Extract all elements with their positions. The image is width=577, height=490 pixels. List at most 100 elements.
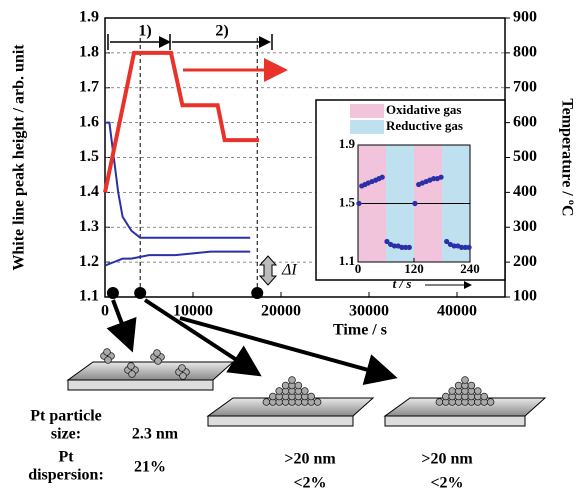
main-chart: 1.1 1.2 1.3 1.4 1.5 1.6 1.7 1.8 1.9 100 200 300 400 5…: [11, 9, 576, 339]
dispersion-label: Pt: [58, 449, 74, 466]
support-side: [384, 415, 526, 427]
pt-atom: [288, 376, 296, 384]
pt-atom: [467, 381, 476, 390]
pt-atom: [454, 381, 463, 390]
y2-tick-label: 200: [513, 253, 537, 270]
y-tick-label: 1.1: [79, 288, 99, 305]
inset-point: [403, 244, 409, 250]
size-label: Pt particle: [30, 408, 102, 425]
pt-atom: [294, 381, 303, 390]
y2-axis-label: Temperature / ºC: [558, 98, 575, 216]
pt-atom: [300, 387, 309, 395]
legend-swatch: [350, 104, 384, 118]
y-tick-label: 1.8: [79, 44, 99, 61]
pt-atom: [103, 348, 111, 356]
x-tick-label: 20000: [261, 303, 301, 320]
state-arrow: [179, 316, 398, 386]
size-label: size:: [51, 426, 81, 443]
y-tick-label: 1.9: [79, 9, 99, 26]
legend-label: Reductive gas: [386, 118, 463, 133]
pt-atom: [473, 387, 482, 395]
inset-x-tick-label: 0: [355, 261, 362, 276]
series-line: [103, 50, 259, 193]
pt-atom: [461, 376, 469, 384]
pt-atom: [104, 356, 112, 364]
y-tick-label: 1.3: [79, 218, 99, 235]
delta-arrow: [258, 255, 278, 286]
phase-label: 2): [215, 23, 228, 40]
event-dot: [134, 287, 147, 299]
y-tick-label: 1.7: [79, 78, 99, 95]
inset-point: [384, 238, 390, 245]
x-tick-label: 0: [101, 303, 109, 320]
series-line: [105, 121, 251, 239]
inset-point: [462, 244, 468, 250]
pt-atom: [275, 387, 284, 395]
support-side: [207, 415, 354, 427]
y-tick-label: 1.5: [79, 148, 99, 165]
dispersion: <2%: [430, 475, 463, 490]
inset-x-tick-label: 120: [404, 261, 424, 276]
delta-label: ΔI: [281, 262, 297, 279]
y2-tick-label: 300: [513, 218, 537, 235]
inset-y-tick-label: 1.9: [339, 136, 356, 151]
pt-atom: [179, 372, 187, 380]
y2-tick-label: 800: [513, 44, 537, 61]
particle-size: >20 nm: [421, 451, 473, 468]
state-arrow: [143, 298, 262, 377]
pt-atom: [262, 398, 271, 406]
pt-atom: [127, 362, 135, 370]
pt-atom: [268, 392, 277, 401]
dispersion: 21%: [134, 459, 166, 476]
y-tick-label: 1.4: [79, 183, 99, 200]
pt-atom: [313, 398, 322, 406]
inset-x-label: t / s: [393, 276, 412, 291]
support-top: [66, 361, 235, 381]
y2-tick-label: 400: [513, 183, 537, 200]
pt-atom: [153, 349, 161, 357]
x-tick-label: 10000: [173, 303, 213, 320]
dispersion-label: dispersion:: [28, 467, 104, 484]
y2-tick-label: 100: [513, 288, 537, 305]
inset-point: [406, 244, 412, 250]
series-line: [104, 250, 251, 267]
pt-atom: [435, 398, 444, 406]
inset-point: [399, 244, 405, 250]
inset-point: [466, 244, 472, 250]
inset-point: [444, 238, 450, 245]
y2-tick-label: 500: [513, 148, 537, 165]
pt-atom: [448, 387, 457, 395]
dispersion: <2%: [293, 475, 326, 490]
particle-size: >20 nm: [284, 451, 336, 468]
inset-point: [459, 244, 465, 250]
x-tick-label: 40000: [437, 303, 477, 320]
y2-tick-label: 600: [513, 113, 537, 130]
pt-atom: [281, 381, 290, 390]
state-arrow: [106, 299, 137, 353]
pt-atom: [441, 392, 450, 401]
y-axis-label: White line peak height / arb. unit: [11, 44, 28, 271]
x-axis-label: Time / s: [333, 322, 387, 339]
inset-y-tick-label: 1.1: [339, 253, 355, 268]
pt-atom: [128, 370, 136, 378]
pt-atom: [307, 392, 316, 401]
pt-atom: [480, 392, 489, 401]
event-dot: [106, 287, 119, 299]
inset-y-tick-label: 1.5: [339, 194, 356, 209]
y-tick-label: 1.6: [79, 113, 99, 130]
y2-tick-label: 700: [513, 78, 537, 95]
pt-atom: [178, 364, 186, 372]
inset-point: [438, 174, 444, 180]
y-tick-label: 1.2: [79, 253, 99, 270]
inset-point: [356, 200, 362, 207]
inset-point: [431, 176, 437, 182]
legend-label: Oxidative gas: [386, 102, 461, 117]
phase-label: 1): [138, 23, 151, 40]
legend-swatch: [350, 120, 384, 134]
inset-point: [379, 174, 385, 180]
pt-atom: [486, 398, 495, 406]
inset-point: [412, 200, 418, 207]
